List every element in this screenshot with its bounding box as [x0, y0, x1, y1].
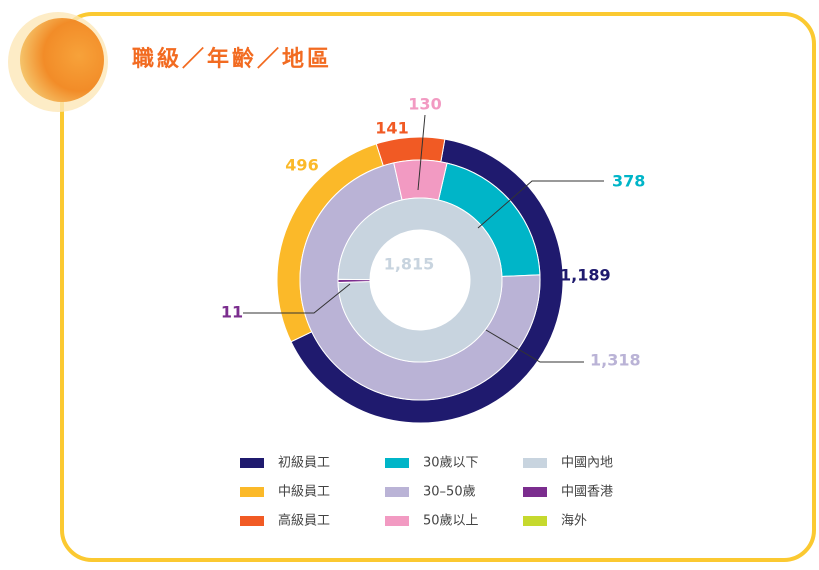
legend-label: 初級員工	[278, 456, 330, 471]
legend-label: 50歲以上	[423, 514, 479, 529]
data-label: 130	[408, 95, 441, 114]
data-label: 378	[612, 172, 645, 191]
legend-swatch	[523, 487, 547, 497]
legend-label: 30歲以下	[423, 456, 479, 471]
data-label: 141	[375, 119, 408, 138]
legend-swatch	[523, 458, 547, 468]
legend-label: 高級員工	[278, 513, 330, 529]
data-label: 1,189	[560, 266, 611, 285]
header-ball	[20, 18, 104, 102]
legend-label: 中國香港	[561, 485, 613, 500]
legend-swatch	[385, 516, 409, 526]
legend-swatch	[240, 487, 264, 497]
legend-label: 30–50歲	[423, 485, 476, 500]
data-label: 496	[285, 156, 318, 175]
data-label: 11	[221, 303, 243, 322]
legend-swatch	[385, 458, 409, 468]
legend-label: 中國內地	[561, 456, 613, 471]
legend-swatch	[385, 487, 409, 497]
legend-label: 中級員工	[278, 485, 330, 500]
legend-label: 海外	[561, 514, 587, 529]
legend-swatch	[523, 516, 547, 526]
data-label: 1,815	[384, 255, 435, 274]
chart-title: 職級／年齡／地區	[132, 46, 332, 72]
legend-swatch	[240, 458, 264, 468]
legend-swatch	[240, 516, 264, 526]
data-label: 1,318	[590, 351, 641, 370]
